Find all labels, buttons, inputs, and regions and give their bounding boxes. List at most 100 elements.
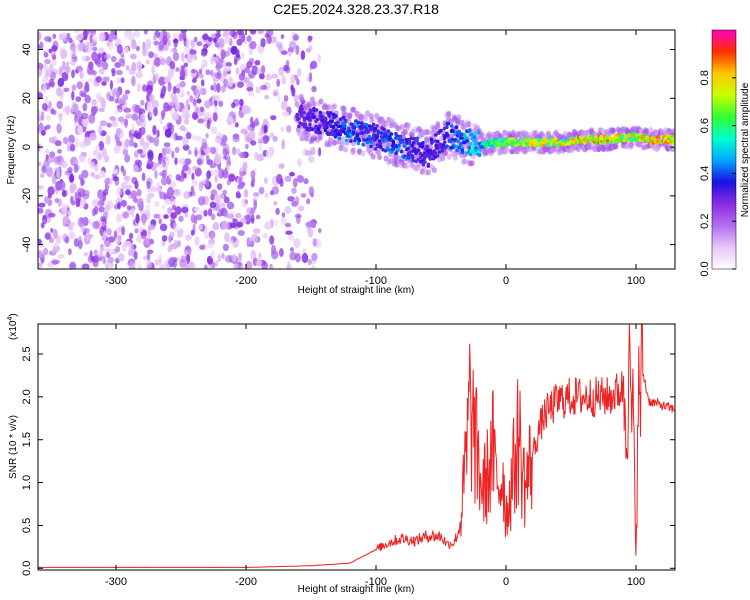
heatmap-ridge-halo xyxy=(425,129,431,136)
colorbar-tick-label: 0.6 xyxy=(699,118,711,133)
heatmap-noise-cell xyxy=(284,65,291,74)
heatmap-noise-cell xyxy=(153,107,158,117)
heatmap-noise-cell xyxy=(181,52,185,63)
heatmap-noise-cell xyxy=(303,178,309,185)
colorbar-tick-label: 0.0 xyxy=(699,261,711,276)
heatmap-noise-cell xyxy=(208,238,216,245)
heatmap-noise-cell xyxy=(109,80,113,90)
heatmap-noise-cell xyxy=(236,53,241,58)
heatmap-noise-cell xyxy=(83,193,90,200)
heatmap-noise-cell xyxy=(198,73,204,79)
heatmap-ridge-cell xyxy=(465,139,469,143)
heatmap-noise-cell xyxy=(210,194,215,201)
heatmap-noise-cell xyxy=(83,136,91,146)
heatmap-noise-cell xyxy=(90,161,96,170)
heatmap-noise-cell xyxy=(258,143,263,152)
heatmap-noise-cell xyxy=(210,146,216,155)
heatmap-noise-cell xyxy=(248,90,255,97)
heatmap-ridge-cell xyxy=(320,114,324,119)
heatmap-noise-cell xyxy=(75,65,84,72)
heatmap-noise-cell xyxy=(228,239,234,245)
heatmap-noise-cell xyxy=(177,229,182,239)
heatmap-noise-cell xyxy=(97,151,102,161)
heatmap-noise-cell xyxy=(194,104,198,114)
heatmap-ridge-halo xyxy=(568,147,574,153)
heatmap-noise-cell xyxy=(171,243,179,250)
heatmap-ridge-cell xyxy=(308,115,313,120)
heatmap-noise-cell xyxy=(250,140,257,146)
heatmap-noise-cell xyxy=(284,175,292,182)
heatmap-noise-cell xyxy=(236,81,244,88)
heatmap-noise-cell xyxy=(76,81,83,90)
heatmap-noise-cell xyxy=(264,177,268,184)
heatmap-noise-cell xyxy=(210,69,214,77)
heatmap-noise-cell xyxy=(216,82,221,93)
heatmap-noise-cell xyxy=(314,238,322,249)
heatmap-noise-cell xyxy=(160,92,165,99)
heatmap-noise-cell xyxy=(186,90,190,96)
heatmap-noise-cell xyxy=(235,67,240,76)
heatmap-noise-cell xyxy=(221,220,228,230)
heatmap-noise-cell xyxy=(48,212,56,218)
heatmap-noise-cell xyxy=(212,112,218,122)
heatmap-noise-cell xyxy=(222,189,228,195)
heatmap-noise-cell xyxy=(280,126,284,133)
heatmap-noise-cell xyxy=(318,147,322,157)
heatmap-noise-cell xyxy=(92,221,100,229)
heatmap-noise-cell xyxy=(265,149,273,159)
heatmap-ridge-cell xyxy=(561,138,565,143)
heatmap-ridge-cell xyxy=(455,144,459,149)
heatmap-noise-cell xyxy=(153,53,158,59)
heatmap-noise-cell xyxy=(145,59,151,65)
heatmap-noise-cell xyxy=(306,226,312,233)
heatmap-ridge-cell xyxy=(400,138,405,143)
heatmap-noise-cell xyxy=(41,165,48,174)
heatmap-noise-cell xyxy=(49,151,56,159)
heatmap-noise-cell xyxy=(38,142,43,153)
heatmap-ridge-halo xyxy=(369,117,375,124)
colorbar-ticks: 0.0 0.2 0.4 0.6 0.8 xyxy=(699,70,736,277)
heatmap-ridge-cell xyxy=(340,121,345,126)
heatmap-noise-cell xyxy=(183,190,191,199)
heatmap-noise-cell xyxy=(146,159,154,170)
heatmap-noise-cell xyxy=(237,252,242,262)
heatmap-noise-cell xyxy=(210,250,216,260)
heatmap-ridge-cell xyxy=(455,148,460,153)
heatmap-noise-cell xyxy=(74,30,80,34)
heatmap-noise-cell xyxy=(77,125,83,135)
heatmap-noise-cell xyxy=(276,78,281,87)
heatmap-ridge-halo xyxy=(341,105,347,112)
heatmap-ridge-cell xyxy=(456,139,460,143)
heatmap-ridge-cell xyxy=(382,127,386,132)
heatmap-noise-cell xyxy=(117,116,125,123)
heatmap-noise-cell xyxy=(191,134,198,141)
heatmap-ridge-cell xyxy=(353,136,358,141)
heatmap-noise-cell xyxy=(121,242,127,252)
heatmap-noise-cell xyxy=(163,76,171,84)
heatmap-noise-cell xyxy=(71,69,75,79)
heatmap-noise-cell xyxy=(217,253,222,263)
heatmap-noise-cell xyxy=(162,31,168,39)
heatmap-noise-cell xyxy=(153,40,160,46)
heatmap-noise-cell xyxy=(167,81,172,92)
heatmap-noise-cell xyxy=(98,141,105,151)
heatmap-noise-cell xyxy=(296,175,304,183)
heatmap-ridge-cell xyxy=(355,133,360,138)
heatmap-noise-cell xyxy=(226,201,235,210)
heatmap-noise-cell xyxy=(305,150,313,156)
heatmap-noise-cell xyxy=(289,251,297,261)
svg-text:(x104): (x104) xyxy=(7,313,19,340)
heatmap-noise-cell xyxy=(260,38,266,48)
heatmap-noise-cell xyxy=(161,204,166,210)
heatmap-noise-cell xyxy=(60,160,68,168)
heatmap-noise-cell xyxy=(173,32,179,39)
heatmap-ridge-cell xyxy=(334,114,338,118)
heatmap-noise-cell xyxy=(188,149,192,156)
heatmap-noise-cell xyxy=(246,86,254,92)
heatmap-noise-cell xyxy=(97,189,104,200)
heatmap-noise-cell xyxy=(200,64,205,70)
heatmap-ridge-halo xyxy=(612,143,618,150)
heatmap-noise-cell xyxy=(108,248,115,255)
heatmap-ridge-cell xyxy=(422,156,427,160)
spectrogram-xtick-label: -300 xyxy=(105,275,127,287)
